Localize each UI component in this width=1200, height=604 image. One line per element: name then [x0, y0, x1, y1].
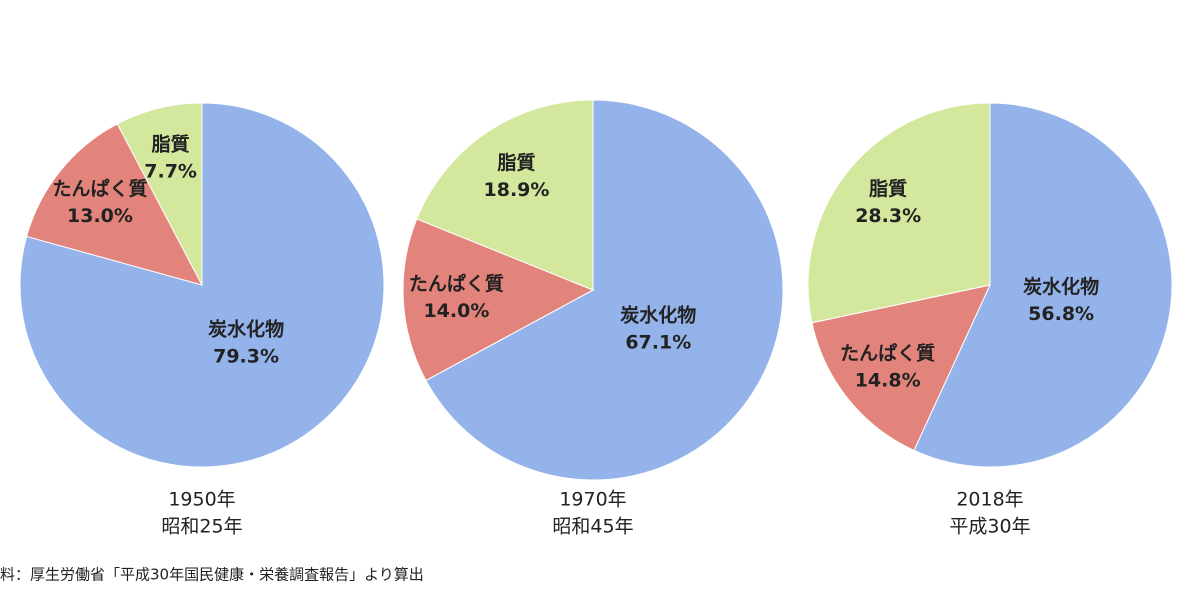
- value-label: 67.1%: [625, 331, 691, 353]
- value-label: 14.8%: [855, 369, 921, 391]
- pie-slice: [416, 99, 594, 291]
- pie-slice: [25, 123, 203, 286]
- slice-label: 脂質: [497, 151, 535, 174]
- value-label: 28.3%: [855, 205, 921, 227]
- slice-label: たんぱく質: [840, 341, 935, 364]
- pie-slice: [811, 284, 991, 452]
- pie-slice: [807, 102, 991, 324]
- pie-slice: [116, 102, 203, 286]
- slice-label: 脂質: [152, 132, 190, 155]
- chart-subtitle: 昭和25年: [161, 516, 242, 538]
- value-label: 18.9%: [484, 179, 550, 201]
- slice-label: 炭水化物: [1023, 275, 1099, 298]
- value-label: 79.3%: [213, 345, 279, 367]
- slice-label: 炭水化物: [208, 317, 284, 340]
- slice-label: たんぱく質: [52, 177, 147, 200]
- value-label: 56.8%: [1028, 303, 1094, 325]
- value-label: 7.7%: [144, 160, 197, 182]
- chart-subtitle: 昭和45年: [552, 516, 633, 538]
- value-label: 14.0%: [423, 300, 489, 322]
- pie-slice: [402, 218, 595, 382]
- value-label: 13.0%: [67, 205, 133, 227]
- slice-label: たんぱく質: [409, 272, 504, 295]
- chart-title: 2018年: [956, 489, 1023, 511]
- chart-title: 1970年: [559, 489, 626, 511]
- slice-label: 脂質: [869, 177, 907, 200]
- pie-slice: [913, 102, 1173, 468]
- pie-slice: [425, 99, 784, 481]
- slice-label: 炭水化物: [620, 303, 696, 326]
- chart-subtitle: 平成30年: [949, 516, 1030, 538]
- source-note: 料：厚生労働省「平成30年国民健康・栄養調査報告」より算出: [0, 566, 424, 584]
- chart-title: 1950年: [168, 489, 235, 511]
